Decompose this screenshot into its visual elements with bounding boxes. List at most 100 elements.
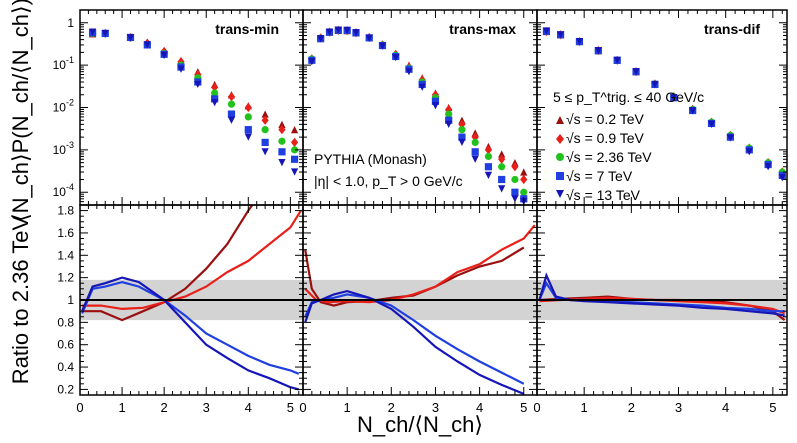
data-point: [343, 26, 351, 35]
data-point: [458, 126, 466, 134]
y-tick-label: 0.8: [57, 315, 74, 329]
data-point: [471, 148, 479, 156]
data-point: [194, 80, 202, 89]
data-point: [556, 31, 565, 39]
data-point: [244, 113, 252, 121]
x-tick-label: 0: [76, 400, 83, 415]
legend-label-7: √s = 7 TeV: [566, 168, 633, 184]
legend-marker-triangle-up: [556, 116, 564, 124]
data-point: [511, 195, 519, 203]
data-point: [445, 110, 453, 118]
data-point: [244, 102, 252, 113]
x-tick-label: 2: [388, 400, 395, 415]
data-point: [126, 34, 135, 42]
x-tick-label: 5: [520, 400, 527, 415]
data-point: [707, 120, 716, 128]
data-point: [431, 102, 440, 110]
data-point: [290, 155, 299, 163]
data-point: [365, 34, 373, 42]
legend: √s = 0.2 TeV √s = 0.9 TeV √s = 2.36 TeV …: [556, 111, 652, 203]
data-point: [689, 107, 697, 115]
data-point: [261, 148, 269, 156]
data-point: [244, 126, 252, 134]
data-point: [745, 148, 753, 156]
data-point: [261, 110, 269, 118]
legend-item-13: √s = 13 TeV: [556, 187, 641, 203]
data-point: [227, 100, 236, 108]
y-tick-label: 0.6: [57, 338, 74, 352]
data-point: [471, 155, 479, 163]
x-tick-label: 4: [476, 400, 483, 415]
data-point: [244, 133, 252, 141]
y-tick-label: 1.4: [57, 248, 74, 262]
data-point: [498, 163, 506, 171]
data-point: [160, 51, 168, 59]
data-point: [143, 41, 151, 49]
data-point: [484, 152, 493, 161]
data-point: [511, 162, 519, 172]
data-point: [764, 163, 772, 171]
data-point: [575, 37, 584, 46]
data-point: [458, 133, 466, 141]
data-point: [471, 138, 479, 147]
legend-label-13: √s = 13 TeV: [566, 187, 641, 203]
data-point: [278, 120, 286, 128]
data-point: [613, 56, 621, 64]
x-tick-label: 0: [533, 400, 540, 415]
data-point: [211, 89, 219, 97]
data-point: [594, 47, 602, 55]
ratio-line: [538, 272, 785, 317]
data-point: [520, 168, 528, 176]
x-tick-label: 2: [628, 400, 635, 415]
x-tick-label: 1: [118, 400, 125, 415]
data-point: [227, 116, 236, 124]
data-point: [101, 29, 109, 38]
x-tick-label: 1: [344, 400, 351, 415]
panel-1-data: [308, 25, 528, 205]
data-point: [89, 28, 97, 36]
panel-3-data: [81, 205, 302, 391]
ratio-line: [304, 246, 525, 307]
legend-label-0p9: √s = 0.9 TeV: [566, 130, 645, 146]
data-point: [445, 116, 453, 124]
data-point: [431, 97, 440, 105]
data-point: [278, 159, 286, 167]
legend-marker-circle: [556, 153, 564, 161]
y-tick-label: 1.2: [57, 271, 74, 285]
data-point: [334, 26, 342, 34]
y-tick-label: 0.2: [57, 382, 74, 396]
data-point: [520, 188, 528, 196]
panel-2-data: [542, 26, 786, 182]
data-point: [290, 168, 299, 176]
data-point: [261, 115, 269, 125]
data-point: [511, 188, 519, 196]
legend-marker-square: [556, 172, 564, 180]
ratio-line: [304, 224, 536, 304]
data-point: [278, 148, 286, 156]
data-point: [211, 95, 219, 103]
data-point: [290, 126, 299, 134]
data-point: [290, 137, 299, 148]
legend-marker-triangle-down: [556, 190, 564, 198]
x-tick-label: 0: [299, 400, 306, 415]
data-point: [405, 68, 413, 76]
data-point: [511, 175, 519, 184]
legend-item-2p36: √s = 2.36 TeV: [556, 149, 652, 165]
data-point: [484, 145, 493, 155]
ratio-line: [81, 280, 300, 375]
y-tick-label: 1: [67, 16, 74, 30]
data-point: [418, 83, 426, 91]
x-tick-label: 4: [722, 400, 729, 415]
x-tick-label: 1: [581, 400, 588, 415]
data-point: [542, 27, 551, 35]
panel-title-trans-min: trans-min: [215, 21, 279, 37]
data-point: [458, 119, 466, 129]
bottom-y-axis-label: Ratio to 2.36 TeV: [8, 215, 33, 384]
data-point: [290, 146, 299, 154]
data-point: [317, 35, 325, 43]
data-point: [177, 65, 185, 73]
data-point: [520, 174, 528, 185]
legend-item-0p9: √s = 0.9 TeV: [556, 130, 645, 146]
data-point: [325, 28, 334, 36]
